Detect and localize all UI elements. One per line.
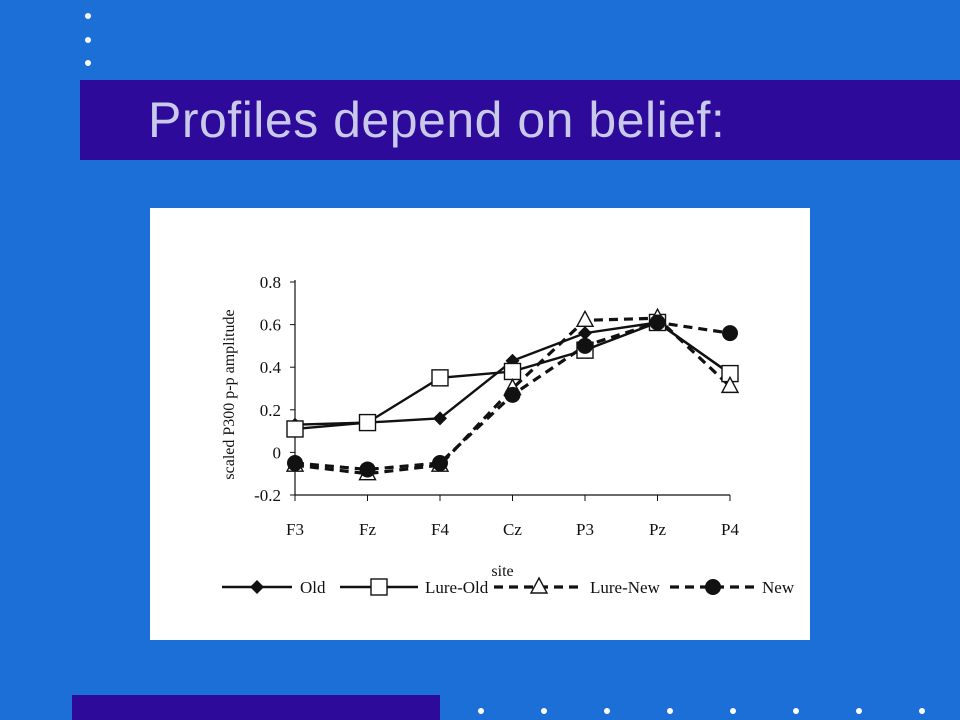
legend-marker-lure-old	[370, 578, 388, 596]
decorative-dot	[919, 708, 925, 714]
data-point-new	[287, 455, 303, 472]
x-tick-label: Cz	[503, 520, 522, 539]
legend-marker-old	[250, 580, 264, 594]
title-bar: Profiles depend on belief:	[80, 80, 960, 160]
y-tick-label: 0.4	[260, 358, 282, 377]
decorative-dot	[667, 708, 673, 714]
data-point-new	[577, 337, 593, 354]
legend-label-old: Old	[300, 578, 326, 597]
x-tick-label: F3	[286, 520, 304, 539]
data-point-lure-old	[286, 420, 304, 438]
slide-title: Profiles depend on belief:	[148, 92, 726, 148]
data-point-lure-old	[503, 362, 522, 381]
footer-bar	[72, 695, 440, 720]
data-point-new	[359, 461, 376, 478]
decorative-dot	[541, 708, 547, 714]
decorative-dot	[793, 708, 799, 714]
y-tick-label: -0.2	[254, 486, 281, 505]
y-tick-label: 0.2	[260, 401, 281, 420]
decorative-dot	[478, 708, 484, 714]
x-axis-label: site	[491, 563, 513, 580]
x-tick-label: P4	[721, 520, 739, 539]
data-point-new	[504, 386, 521, 403]
data-point-new	[432, 455, 448, 472]
line-chart: 0.8 0.6 0.4 0.2 0 -0.2 F3 Fz F4 Cz P3 Pz P4 scaled P3…	[221, 273, 795, 597]
legend-label-lure-old: Lure-Old	[425, 578, 489, 597]
x-tick-label: P3	[576, 520, 594, 539]
decorative-dot	[604, 708, 610, 714]
data-point-new	[722, 325, 738, 342]
decorative-dot	[730, 708, 736, 714]
data-point-lure-new	[720, 375, 740, 394]
y-tick-label: 0	[273, 443, 282, 462]
data-point-lure-old	[358, 413, 377, 432]
x-tick-label: F4	[431, 520, 449, 539]
legend-label-new: New	[762, 578, 795, 597]
x-tick-label: Fz	[359, 520, 376, 539]
decorative-dot	[85, 60, 91, 66]
decorative-dot	[85, 37, 91, 43]
y-tick-label: 0.6	[260, 316, 281, 335]
data-point-new	[649, 314, 666, 331]
x-tick-label: Pz	[649, 520, 666, 539]
data-point-old	[578, 326, 592, 341]
y-axis-label: scaled P300 p-p amplitude	[221, 309, 238, 479]
data-point-lure-new	[575, 309, 595, 328]
y-tick-label: 0.8	[260, 273, 281, 292]
legend-label-lure-new: Lure-New	[590, 578, 661, 597]
data-point-lure-old	[431, 369, 449, 387]
chart-panel: 0.8 0.6 0.4 0.2 0 -0.2 F3 Fz F4 Cz P3 Pz P4 scaled P3…	[150, 208, 810, 640]
legend-marker-lure-new	[529, 576, 549, 594]
decorative-dot	[85, 13, 91, 19]
legend-marker-new	[705, 579, 721, 595]
data-point-old	[433, 411, 447, 426]
decorative-dot	[856, 708, 862, 714]
